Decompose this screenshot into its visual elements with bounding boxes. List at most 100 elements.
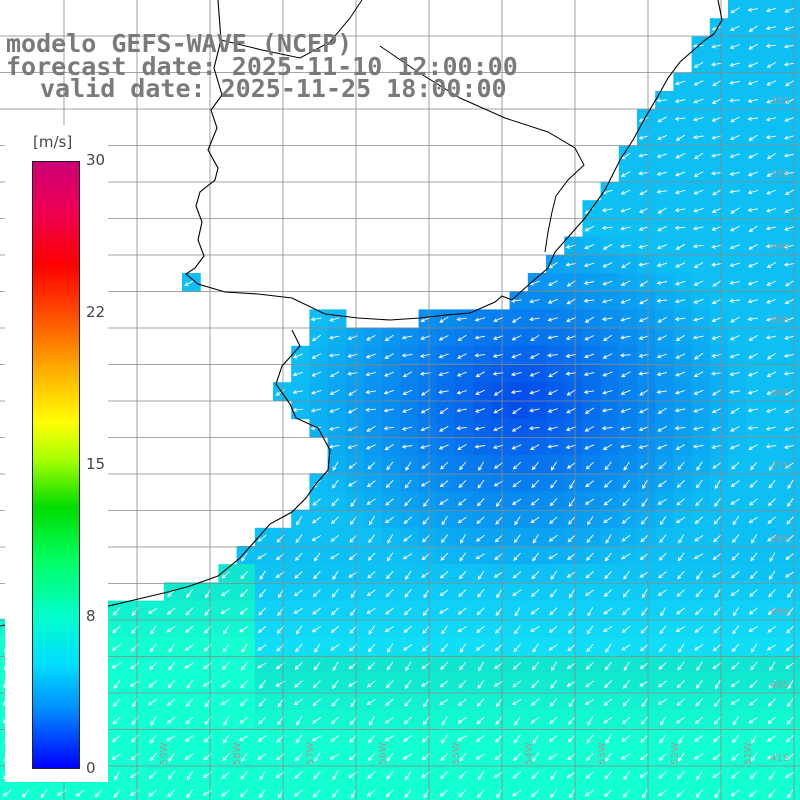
wind-arrow <box>602 243 613 250</box>
wind-arrow <box>787 679 794 690</box>
wind-arrow <box>693 553 704 560</box>
wind-arrow <box>166 607 176 615</box>
wind-arrow <box>693 389 704 395</box>
wind-arrow <box>695 698 703 707</box>
wind-arrow <box>714 497 721 507</box>
wind-arrow <box>621 516 631 524</box>
wind-arrow <box>184 753 194 760</box>
wind-arrow <box>330 644 340 651</box>
wind-arrow <box>601 208 613 213</box>
wind-arrow <box>457 516 467 524</box>
wind-arrow <box>729 189 740 194</box>
wind-arrow <box>512 407 522 415</box>
wind-cell <box>273 709 292 729</box>
wind-arrow <box>402 753 413 760</box>
wind-arrow <box>620 244 631 249</box>
wind-arrow <box>112 625 121 634</box>
wind-arrow <box>512 680 522 688</box>
wind-arrow <box>730 7 740 14</box>
wind-arrow <box>638 426 649 432</box>
wind-arrow <box>313 552 321 562</box>
wind-arrow <box>678 534 685 544</box>
wind-arrow <box>749 680 758 689</box>
uruguay-coastline <box>185 0 723 321</box>
wind-arrow <box>729 62 740 67</box>
wind-arrow <box>568 516 576 525</box>
wind-arrow <box>457 716 467 724</box>
wind-arrow <box>711 116 722 122</box>
wind-arrow <box>784 407 795 414</box>
wind-arrow <box>659 625 667 635</box>
wind-arrow <box>549 698 558 707</box>
wind-arrow <box>404 589 412 598</box>
wind-arrow <box>621 625 631 633</box>
wind-arrow <box>748 62 759 68</box>
wind-arrow <box>511 353 522 359</box>
wind-arrow <box>405 461 412 471</box>
wind-arrow <box>711 335 722 340</box>
wind-arrow <box>765 26 777 31</box>
wind-arrow <box>675 626 686 632</box>
wind-arrow <box>569 789 576 799</box>
wind-arrow <box>456 317 467 322</box>
wind-arrow <box>40 789 48 799</box>
wind-arrow <box>732 625 740 635</box>
wind-arrow <box>259 570 266 580</box>
colorbar-legend: [m/s] 30 22 15 8 0 <box>5 125 108 782</box>
wind-arrow <box>604 479 613 488</box>
wind-arrow <box>729 353 740 359</box>
wind-arrow <box>456 371 467 377</box>
forecast-date: forecast date: 2025-11-10 12:00:00 <box>6 52 518 81</box>
wind-arrow <box>783 244 795 249</box>
wind-arrow <box>311 371 322 377</box>
wind-arrow <box>749 589 758 597</box>
wind-arrow <box>329 408 340 413</box>
wind-arrow <box>676 680 685 689</box>
wind-arrow <box>404 698 412 707</box>
wind-arrow <box>712 662 722 669</box>
wind-arrow <box>111 644 121 651</box>
wind-arrow <box>583 298 595 303</box>
wind-arrow <box>167 680 176 689</box>
wind-arrow <box>386 570 394 580</box>
wind-arrow <box>676 479 685 488</box>
wind-arrow <box>601 317 613 322</box>
wind-arrow <box>783 62 795 67</box>
wind-arrow <box>622 607 631 616</box>
wind-arrow <box>730 789 740 797</box>
wind-arrow <box>586 625 594 635</box>
wind-arrow <box>748 516 758 523</box>
wind-arrow <box>168 752 175 762</box>
wind-arrow <box>184 644 194 651</box>
wind-arrow <box>694 716 704 725</box>
wind-arrow <box>330 534 340 542</box>
wind-arrow <box>295 734 303 744</box>
wind-arrow <box>584 498 595 505</box>
wind-arrow <box>111 662 121 669</box>
wind-arrow <box>638 226 649 231</box>
wind-arrow <box>657 426 668 432</box>
colorbar-tick: 8 <box>86 607 96 625</box>
wind-arrow <box>531 570 540 580</box>
wind-arrow <box>605 752 612 762</box>
wind-arrow <box>383 389 395 395</box>
wind-arrow <box>730 498 740 505</box>
colorbar-tick: 22 <box>86 303 106 321</box>
wind-arrow <box>568 497 576 507</box>
wind-arrow <box>514 516 521 526</box>
wind-arrow <box>747 116 759 121</box>
wind-arrow <box>693 61 704 68</box>
wind-arrow <box>477 789 485 798</box>
wind-arrow <box>387 534 394 544</box>
wind-arrow <box>367 571 376 579</box>
wind-arrow <box>750 752 758 762</box>
lat-label: 36S <box>770 388 789 399</box>
wind-arrow <box>439 589 449 597</box>
wind-arrow <box>749 771 758 780</box>
wind-arrow <box>766 352 777 360</box>
wind-arrow <box>620 335 631 340</box>
wind-arrow <box>185 625 194 634</box>
wind-arrow <box>312 716 322 724</box>
wind-arrow <box>587 607 594 617</box>
